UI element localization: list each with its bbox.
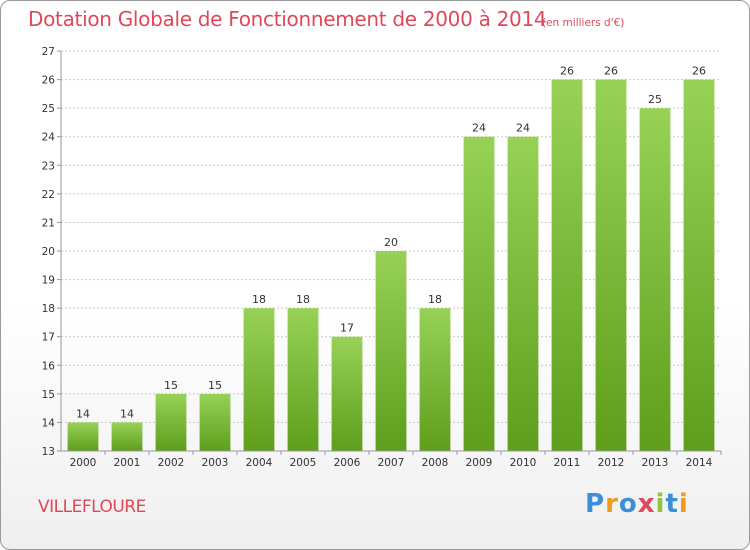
y-tick-label: 21 xyxy=(42,217,55,229)
bar xyxy=(595,79,627,452)
data-label: 26 xyxy=(604,65,618,78)
proxiti-logo[interactable]: Proxiti xyxy=(585,489,689,519)
x-tick-label: 2012 xyxy=(598,457,625,469)
y-tick-label: 18 xyxy=(42,303,55,315)
data-label: 24 xyxy=(516,122,530,135)
logo-letter: P xyxy=(585,489,606,519)
data-label: 24 xyxy=(472,122,486,135)
y-tick-label: 19 xyxy=(42,275,55,287)
bar xyxy=(155,393,187,451)
bar xyxy=(507,136,539,451)
data-label: 26 xyxy=(692,65,706,78)
data-label: 14 xyxy=(76,407,90,420)
x-tick-label: 2006 xyxy=(334,457,361,469)
logo-letter: o xyxy=(618,489,638,519)
bar xyxy=(683,79,715,452)
data-label: 26 xyxy=(560,65,574,78)
x-tick-label: 2014 xyxy=(686,457,713,469)
data-label: 18 xyxy=(428,293,442,306)
x-tick-label: 2002 xyxy=(158,457,185,469)
bar xyxy=(463,136,495,451)
commune-name: VILLEFLOURE xyxy=(38,497,146,517)
logo-letter: r xyxy=(605,489,619,519)
x-tick-label: 2010 xyxy=(510,457,537,469)
labels: 13 14 15 16 17 18 19 20 21 22 23 24 25 26 27 2000 14 2001… xyxy=(42,46,713,469)
bar xyxy=(331,336,363,451)
x-tick-label: 2001 xyxy=(114,457,141,469)
x-tick-label: 2005 xyxy=(290,457,317,469)
y-tick-label: 26 xyxy=(42,75,56,87)
y-tick-label: 15 xyxy=(42,389,55,401)
x-tick-label: 2011 xyxy=(554,457,581,469)
x-tick-label: 2013 xyxy=(642,457,669,469)
y-tick-label: 14 xyxy=(42,417,56,429)
x-tick-label: 2007 xyxy=(378,457,405,469)
chart-title: Dotation Globale de Fonctionnement de 20… xyxy=(28,7,547,31)
y-tick-label: 25 xyxy=(42,103,55,115)
data-label: 15 xyxy=(208,379,222,392)
y-tick-label: 17 xyxy=(42,332,55,344)
chart-subtitle: (en milliers d'€) xyxy=(542,17,625,29)
x-tick-label: 2008 xyxy=(422,457,449,469)
data-label: 25 xyxy=(648,93,662,106)
logo-letter: x xyxy=(637,489,656,519)
y-tick-label: 13 xyxy=(42,446,55,458)
data-label: 17 xyxy=(340,322,354,335)
data-label: 15 xyxy=(164,379,178,392)
bar xyxy=(639,108,671,452)
y-tick-label: 23 xyxy=(42,160,55,172)
logo-letter: i xyxy=(678,489,689,519)
y-tick-label: 16 xyxy=(42,360,56,372)
bar xyxy=(375,251,407,451)
bar xyxy=(287,308,319,451)
bars xyxy=(67,79,715,452)
axes xyxy=(57,50,722,455)
bar xyxy=(551,79,583,452)
logo-letter: t xyxy=(665,489,679,519)
x-tick-label: 2003 xyxy=(202,457,229,469)
bar xyxy=(243,308,275,451)
data-label: 14 xyxy=(120,407,134,420)
bar xyxy=(67,422,99,451)
data-label: 20 xyxy=(384,236,398,249)
bar xyxy=(419,308,451,451)
y-tick-label: 22 xyxy=(42,189,55,201)
y-tick-label: 27 xyxy=(42,46,55,58)
y-tick-label: 20 xyxy=(42,246,55,258)
logo-letter: i xyxy=(655,489,666,519)
x-tick-label: 2000 xyxy=(70,457,97,469)
bar xyxy=(199,393,231,451)
bar xyxy=(111,422,143,451)
data-label: 18 xyxy=(252,293,266,306)
data-label: 18 xyxy=(296,293,310,306)
y-tick-label: 24 xyxy=(42,132,56,144)
x-tick-label: 2009 xyxy=(466,457,493,469)
x-tick-label: 2004 xyxy=(246,457,273,469)
